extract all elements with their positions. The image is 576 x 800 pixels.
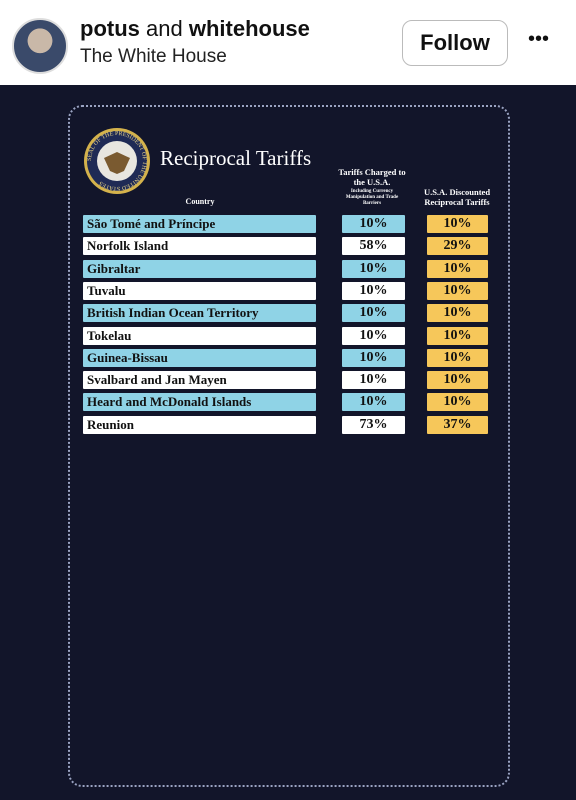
- subtitle: The White House: [80, 46, 227, 67]
- country-cell: Tuvalu: [83, 281, 316, 300]
- reciprocal-cell: 10%: [427, 371, 488, 390]
- country-cell: São Tomé and Príncipe: [83, 215, 316, 233]
- reciprocal-cell: 10%: [427, 215, 488, 233]
- country-cell: Guinea-Bissau: [83, 348, 316, 367]
- country-cell: Norfolk Island: [83, 237, 316, 256]
- charged-cell: 10%: [342, 281, 405, 300]
- title: Reciprocal Tariffs: [160, 146, 312, 170]
- reciprocal-cell: 10%: [427, 304, 488, 323]
- panel-border: [68, 105, 510, 787]
- reciprocal-cell: 10%: [427, 326, 488, 345]
- country-cell: Heard and McDonald Islands: [83, 393, 316, 412]
- author[interactable]: whitehouse: [188, 16, 310, 41]
- country-cell: Reunion: [83, 415, 316, 434]
- charged-cell: 10%: [342, 348, 405, 367]
- reciprocal-cell: 10%: [427, 348, 488, 367]
- author[interactable]: potus: [80, 16, 140, 41]
- column-header: Country: [185, 197, 215, 206]
- country-cell: British Indian Ocean Territory: [83, 304, 316, 323]
- follow-button[interactable]: Follow: [402, 20, 508, 66]
- eagle: [104, 152, 130, 174]
- reciprocal-cell: 37%: [427, 415, 488, 434]
- country-cell: Svalbard and Jan Mayen: [83, 371, 316, 390]
- charged-cell: 10%: [342, 393, 405, 412]
- charged-cell: 58%: [342, 237, 405, 256]
- country-cell: Tokelau: [83, 326, 316, 345]
- avatar[interactable]: [12, 18, 68, 74]
- country-cell: Gibraltar: [83, 259, 316, 278]
- post-image: [0, 85, 576, 800]
- charged-cell: 10%: [342, 304, 405, 323]
- reciprocal-cell: 10%: [427, 259, 488, 278]
- reciprocal-cell: 29%: [427, 237, 488, 256]
- charged-cell: 10%: [342, 371, 405, 390]
- column-header: U.S.A. Discounted Reciprocal Tariffs: [423, 187, 491, 207]
- joiner: and: [146, 16, 183, 41]
- charged-cell: 10%: [342, 259, 405, 278]
- post-authors: potus and whitehouse: [80, 16, 310, 42]
- charged-cell: 10%: [342, 326, 405, 345]
- charged-cell: 10%: [342, 215, 405, 233]
- reciprocal-cell: 10%: [427, 281, 488, 300]
- column-header: Tariffs Charged to the U.S.A.: [338, 167, 406, 187]
- reciprocal-cell: 10%: [427, 393, 488, 412]
- charged-cell: 73%: [342, 415, 405, 434]
- column-note: Including Currency Manipulation and Trad…: [345, 189, 399, 206]
- menu-button[interactable]: •••: [528, 28, 550, 50]
- seal: SEAL OF THE PRESIDENT OF THE UNITED STAT…: [84, 128, 150, 194]
